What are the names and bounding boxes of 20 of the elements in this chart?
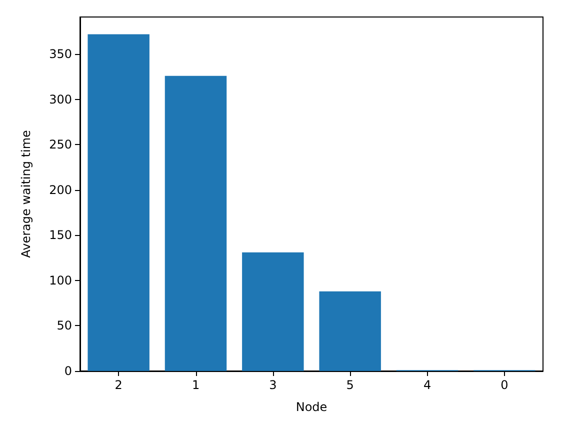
y-tick-label: 250: [49, 138, 72, 152]
x-tick-label: 4: [423, 378, 432, 392]
x-tick-label: 3: [269, 378, 277, 392]
y-tick-label: 100: [49, 273, 72, 288]
y-axis-title: Average waiting time: [19, 130, 33, 258]
bar: [319, 291, 381, 371]
x-tick-label: 2: [114, 378, 122, 392]
y-tick-label: 350: [49, 47, 72, 62]
x-tick-label: 0: [500, 378, 508, 392]
bar: [164, 76, 227, 371]
x-axis-title: Node: [296, 400, 328, 414]
y-tick-label: 150: [49, 228, 72, 242]
y-tick-label: 200: [49, 182, 72, 197]
y-tick-label: 300: [49, 92, 72, 106]
y-tick-label: 0: [64, 364, 72, 378]
bar: [242, 252, 304, 371]
x-tick-label: 1: [192, 378, 200, 392]
bar: [88, 34, 150, 371]
y-tick-label: 50: [56, 318, 72, 333]
x-tick-label: 5: [346, 378, 354, 392]
